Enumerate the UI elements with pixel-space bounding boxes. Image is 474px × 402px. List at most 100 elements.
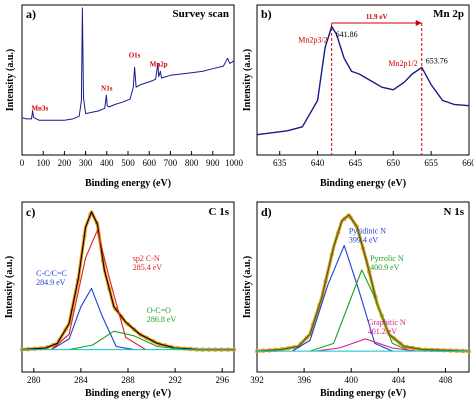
raw-data-point <box>342 216 347 222</box>
peak-label-mn2p: Mn2p <box>150 61 168 69</box>
raw-data-point <box>379 313 384 318</box>
splitting-energy-label: 11.9 eV <box>366 13 388 21</box>
peak-label-mn2p12: Mn2p1/2 <box>388 59 417 68</box>
panel-c-xlabel: Binding energy (eV) <box>85 388 171 399</box>
peak-value-mn2p32: 641.86 <box>336 30 358 39</box>
tick-label-a-7: 700 <box>164 158 178 168</box>
raw-data-point <box>354 224 359 229</box>
mn2p-spectrum-line <box>256 25 470 136</box>
panel-a-survey-scan: a) Survey scan Binding energy (eV) Inten… <box>5 4 244 189</box>
component-label-graphitic-n: Graphitic N <box>368 318 406 327</box>
panel-c-letter: c) <box>26 205 35 219</box>
component-value-c-c-c-c: 284.9 eV <box>36 278 66 287</box>
raw-data-point <box>94 220 99 226</box>
panel-a-title: Survey scan <box>172 8 229 20</box>
raw-data-point <box>385 329 391 334</box>
raw-data-point <box>392 336 397 341</box>
component-label-sp2-c-n: sp2 C-N <box>133 254 160 263</box>
component-label-o-c-o: O-C=O <box>147 306 171 315</box>
component-label-pyrrolic-n: Pyrrolic N <box>370 254 404 263</box>
component-value-o-c-o: 286.8 eV <box>147 315 177 324</box>
peak-label-mn2p32: Mn2p3/2 <box>298 35 327 44</box>
tick-label-d-2: 400 <box>344 375 358 385</box>
fit-component-1 <box>51 287 134 351</box>
raw-data-point <box>51 342 56 348</box>
fit-component-1 <box>292 244 393 352</box>
panel-b-xlabel: Binding energy (eV) <box>320 178 406 189</box>
tick-label-a-1: 100 <box>36 158 50 168</box>
tick-label-c-3: 292 <box>168 375 182 385</box>
panel-b-title: Mn 2p <box>433 8 464 20</box>
panel-b-mn2p: b) Mn 2p Binding energy (eV) Intensity (… <box>242 4 474 189</box>
panel-d-ylabel: Intensity (a.u.) <box>242 256 253 319</box>
raw-data-point <box>57 337 62 343</box>
panel-d-letter: d) <box>261 205 272 219</box>
tick-label-c-4: 296 <box>215 375 229 385</box>
component-value-pyridinic-n: 399.4 eV <box>349 235 379 244</box>
panel-d-title: N 1s <box>444 206 465 218</box>
component-label-pyridinic-n: Pyridinic N <box>349 226 386 235</box>
tick-label-b-4: 655 <box>424 158 438 168</box>
tick-label-d-0: 392 <box>250 375 264 385</box>
tick-label-c-1: 284 <box>74 375 88 385</box>
panel-b-letter: b) <box>261 7 272 21</box>
splitting-arrowhead <box>415 20 422 26</box>
tick-label-d-1: 396 <box>297 375 311 385</box>
tick-label-d-3: 404 <box>392 375 406 385</box>
raw-data-point <box>138 332 143 337</box>
panel-d-n1s: d) N 1s Binding energy (eV) Intensity (a… <box>242 201 472 399</box>
tick-label-b-2: 645 <box>349 158 363 168</box>
tick-label-a-6: 600 <box>142 158 156 168</box>
tick-label-a-4: 400 <box>100 158 114 168</box>
raw-data-point <box>304 335 310 340</box>
peak-value-mn2p12: 653.76 <box>426 56 448 65</box>
tick-label-b-3: 650 <box>387 158 401 168</box>
component-label-c-c-c-c: C-C/C=C <box>36 269 67 278</box>
peak-label-o1s: O1s <box>129 51 141 59</box>
panel-c-c1s: c) C 1s Binding energy (eV) Intensity (a… <box>4 201 237 399</box>
raw-data-point <box>63 327 68 332</box>
component-value-pyrrolic-n: 400.9 eV <box>370 263 400 272</box>
tick-label-a-3: 300 <box>79 158 93 168</box>
fit-envelope-line <box>21 211 234 351</box>
tick-label-b-0: 635 <box>273 158 287 168</box>
tick-label-a-8: 800 <box>185 158 199 168</box>
panel-c-title: C 1s <box>209 206 230 218</box>
tick-label-a-0: 0 <box>20 158 25 168</box>
tick-label-b-1: 640 <box>311 158 325 168</box>
tick-label-a-9: 900 <box>206 158 220 168</box>
fit-envelope-line <box>256 214 470 352</box>
component-value-sp2-c-n: 285.4 eV <box>133 263 163 272</box>
panel-a-xlabel: Binding energy (eV) <box>85 178 171 189</box>
component-value-graphitic-n: 401.2 eV <box>368 327 398 336</box>
peak-label-n1s: N1s <box>101 84 113 92</box>
raw-data-point <box>348 215 353 220</box>
fit-component-3 <box>68 330 187 351</box>
peak-label-mn3s: Mn3s <box>31 104 48 112</box>
panel-b-frame <box>256 4 470 156</box>
panel-d-xlabel: Binding energy (eV) <box>320 388 406 399</box>
fit-component-3 <box>315 338 417 352</box>
raw-data-point <box>398 341 403 346</box>
tick-label-a-10: 1000 <box>225 158 244 168</box>
raw-data-point <box>125 321 131 327</box>
panel-a-letter: a) <box>26 7 36 21</box>
survey-spectrum-line <box>21 7 235 121</box>
tick-label-a-5: 500 <box>121 158 135 168</box>
tick-label-c-2: 288 <box>121 375 135 385</box>
tick-label-d-4: 408 <box>439 375 453 385</box>
fit-component-2 <box>309 269 411 352</box>
raw-data-point <box>150 338 156 344</box>
raw-data-point <box>144 335 149 341</box>
raw-data-point <box>131 327 137 332</box>
panel-b-ylabel: Intensity (a.u.) <box>242 49 253 112</box>
panel-a-ylabel: Intensity (a.u.) <box>5 49 16 112</box>
panel-c-ylabel: Intensity (a.u.) <box>4 256 15 319</box>
tick-label-a-2: 200 <box>58 158 72 168</box>
panel-d-frame <box>256 201 470 373</box>
panel-a-frame <box>21 4 235 156</box>
tick-label-b-5: 660 <box>462 158 474 168</box>
tick-label-c-0: 280 <box>27 375 41 385</box>
fit-component-2 <box>51 229 146 351</box>
